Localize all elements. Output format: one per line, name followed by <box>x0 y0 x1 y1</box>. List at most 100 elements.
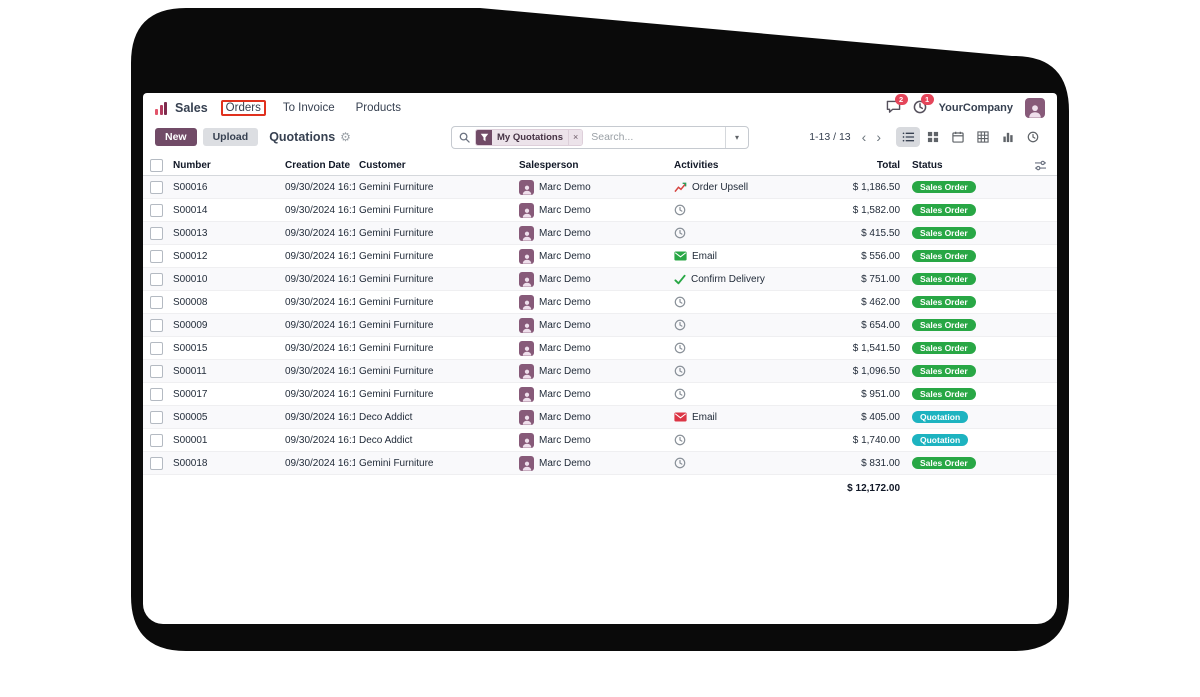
company-name[interactable]: YourCompany <box>938 102 1013 114</box>
menu-orders[interactable]: Orders <box>220 100 266 116</box>
cell-number: S00008 <box>173 296 208 308</box>
cell-number: S00010 <box>173 273 208 285</box>
row-checkbox[interactable] <box>149 180 163 194</box>
search-input[interactable] <box>589 130 725 144</box>
row-checkbox[interactable] <box>149 387 163 401</box>
table-row[interactable]: S00012 09/30/2024 16:11:36 Gemini Furnit… <box>143 245 1057 268</box>
cell-status: Sales Order <box>908 295 998 309</box>
table-row[interactable]: S00009 09/30/2024 16:11:36 Gemini Furnit… <box>143 314 1057 337</box>
cell-activities[interactable]: Email <box>670 251 838 262</box>
row-checkbox[interactable] <box>149 226 163 240</box>
table-row[interactable]: S00005 09/30/2024 16:11:36 Deco Addict M… <box>143 406 1057 429</box>
list-view-button[interactable] <box>896 127 920 147</box>
search-bar[interactable]: My Quotations × ▾ <box>451 125 749 149</box>
cell-customer: Gemini Furniture <box>359 204 434 216</box>
upload-button[interactable]: Upload <box>202 128 259 146</box>
cell-activities[interactable] <box>670 342 838 354</box>
row-checkbox[interactable] <box>149 203 163 217</box>
cell-total: $ 556.00 <box>861 250 900 262</box>
menu-products[interactable]: Products <box>355 102 401 114</box>
cell-salesperson: Marc Demo <box>515 455 670 471</box>
cell-total: $ 1,740.00 <box>852 434 900 446</box>
row-checkbox[interactable] <box>149 249 163 263</box>
cell-status: Sales Order <box>908 249 998 263</box>
cell-status: Sales Order <box>908 226 998 240</box>
cell-activities[interactable] <box>670 434 838 446</box>
cell-customer: Gemini Furniture <box>359 273 434 285</box>
column-options-button[interactable] <box>998 160 1057 171</box>
header-creation-date[interactable]: Creation Date <box>285 159 351 171</box>
kanban-icon <box>927 131 939 143</box>
cell-customer: Gemini Furniture <box>359 181 434 193</box>
row-checkbox[interactable] <box>149 341 163 355</box>
calendar-view-button[interactable] <box>946 127 970 147</box>
sales-app-icon[interactable] <box>155 101 167 115</box>
row-checkbox[interactable] <box>149 295 163 309</box>
pager-previous-button[interactable]: ‹ <box>861 129 867 145</box>
header-status[interactable]: Status <box>912 159 943 171</box>
cell-activities[interactable] <box>670 296 838 308</box>
pivot-view-button[interactable] <box>971 127 995 147</box>
kanban-view-button[interactable] <box>921 127 945 147</box>
top-navbar: Sales Orders To Invoice Products 2 1 You… <box>143 93 1057 123</box>
cell-creation-date: 09/30/2024 16:11:36 <box>285 388 355 400</box>
messages-button[interactable]: 2 <box>886 93 908 117</box>
row-checkbox[interactable] <box>149 364 163 378</box>
status-badge: Sales Order <box>912 456 976 470</box>
header-salesperson[interactable]: Salesperson <box>519 159 579 171</box>
table-row[interactable]: S00018 09/30/2024 16:11:36 Gemini Furnit… <box>143 452 1057 475</box>
cell-activities[interactable] <box>670 319 838 331</box>
cell-activities[interactable] <box>670 457 838 469</box>
cell-total: $ 751.00 <box>861 273 900 285</box>
table-row[interactable]: S00010 09/30/2024 16:11:36 Gemini Furnit… <box>143 268 1057 291</box>
activities-button[interactable]: 1 <box>913 93 934 117</box>
bar-chart-icon <box>1003 132 1013 143</box>
cell-number: S00012 <box>173 250 208 262</box>
cell-activities[interactable] <box>670 204 838 216</box>
cell-activities[interactable] <box>670 365 838 377</box>
table-row[interactable]: S00013 09/30/2024 16:11:36 Gemini Furnit… <box>143 222 1057 245</box>
status-badge: Sales Order <box>912 364 976 378</box>
table-row[interactable]: S00015 09/30/2024 16:11:36 Gemini Furnit… <box>143 337 1057 360</box>
user-avatar[interactable] <box>1025 98 1045 118</box>
app-title[interactable]: Sales <box>175 101 208 115</box>
cell-activities[interactable]: Order Upsell <box>670 181 838 193</box>
new-button[interactable]: New <box>155 128 197 146</box>
row-checkbox[interactable] <box>149 318 163 332</box>
row-checkbox[interactable] <box>149 410 163 424</box>
menu-to-invoice[interactable]: To Invoice <box>282 102 335 114</box>
header-activities[interactable]: Activities <box>674 159 719 171</box>
row-checkbox[interactable] <box>149 433 163 447</box>
row-checkbox[interactable] <box>149 272 163 286</box>
header-total[interactable]: Total <box>876 159 900 171</box>
cell-number: S00014 <box>173 204 208 216</box>
cell-activities[interactable] <box>670 227 838 239</box>
table-row[interactable]: S00014 09/30/2024 16:11:36 Gemini Furnit… <box>143 199 1057 222</box>
cell-creation-date: 09/30/2024 16:11:36 <box>285 342 355 354</box>
cell-creation-date: 09/30/2024 16:11:36 <box>285 457 355 469</box>
cell-activities[interactable]: Email <box>670 412 838 423</box>
salesperson-avatar <box>519 225 534 241</box>
graph-view-button[interactable] <box>996 127 1020 147</box>
search-dropdown-toggle[interactable]: ▾ <box>725 126 748 148</box>
table-row[interactable]: S00008 09/30/2024 16:11:36 Gemini Furnit… <box>143 291 1057 314</box>
remove-facet-icon[interactable]: × <box>567 129 583 145</box>
table-row[interactable]: S00011 09/30/2024 16:11:36 Gemini Furnit… <box>143 360 1057 383</box>
row-checkbox[interactable] <box>149 456 163 470</box>
table-row[interactable]: S00017 09/30/2024 16:11:36 Gemini Furnit… <box>143 383 1057 406</box>
cell-salesperson: Marc Demo <box>515 271 670 287</box>
select-all-checkbox[interactable] <box>149 158 163 172</box>
table-row[interactable]: S00016 09/30/2024 16:11:36 Gemini Furnit… <box>143 176 1057 199</box>
table-row[interactable]: S00001 09/30/2024 16:11:36 Deco Addict M… <box>143 429 1057 452</box>
cell-number: S00001 <box>173 434 208 446</box>
cell-status: Sales Order <box>908 272 998 286</box>
header-number[interactable]: Number <box>173 159 211 171</box>
cell-status: Sales Order <box>908 180 998 194</box>
orders-table: Number Creation Date Customer Salesperso… <box>143 155 1057 501</box>
activity-view-button[interactable] <box>1021 127 1045 147</box>
cell-activities[interactable] <box>670 388 838 400</box>
header-customer[interactable]: Customer <box>359 159 406 171</box>
pager-next-button[interactable]: › <box>876 129 881 145</box>
gear-icon[interactable]: ⚙ <box>340 130 351 144</box>
cell-activities[interactable]: Confirm Delivery <box>670 274 838 285</box>
